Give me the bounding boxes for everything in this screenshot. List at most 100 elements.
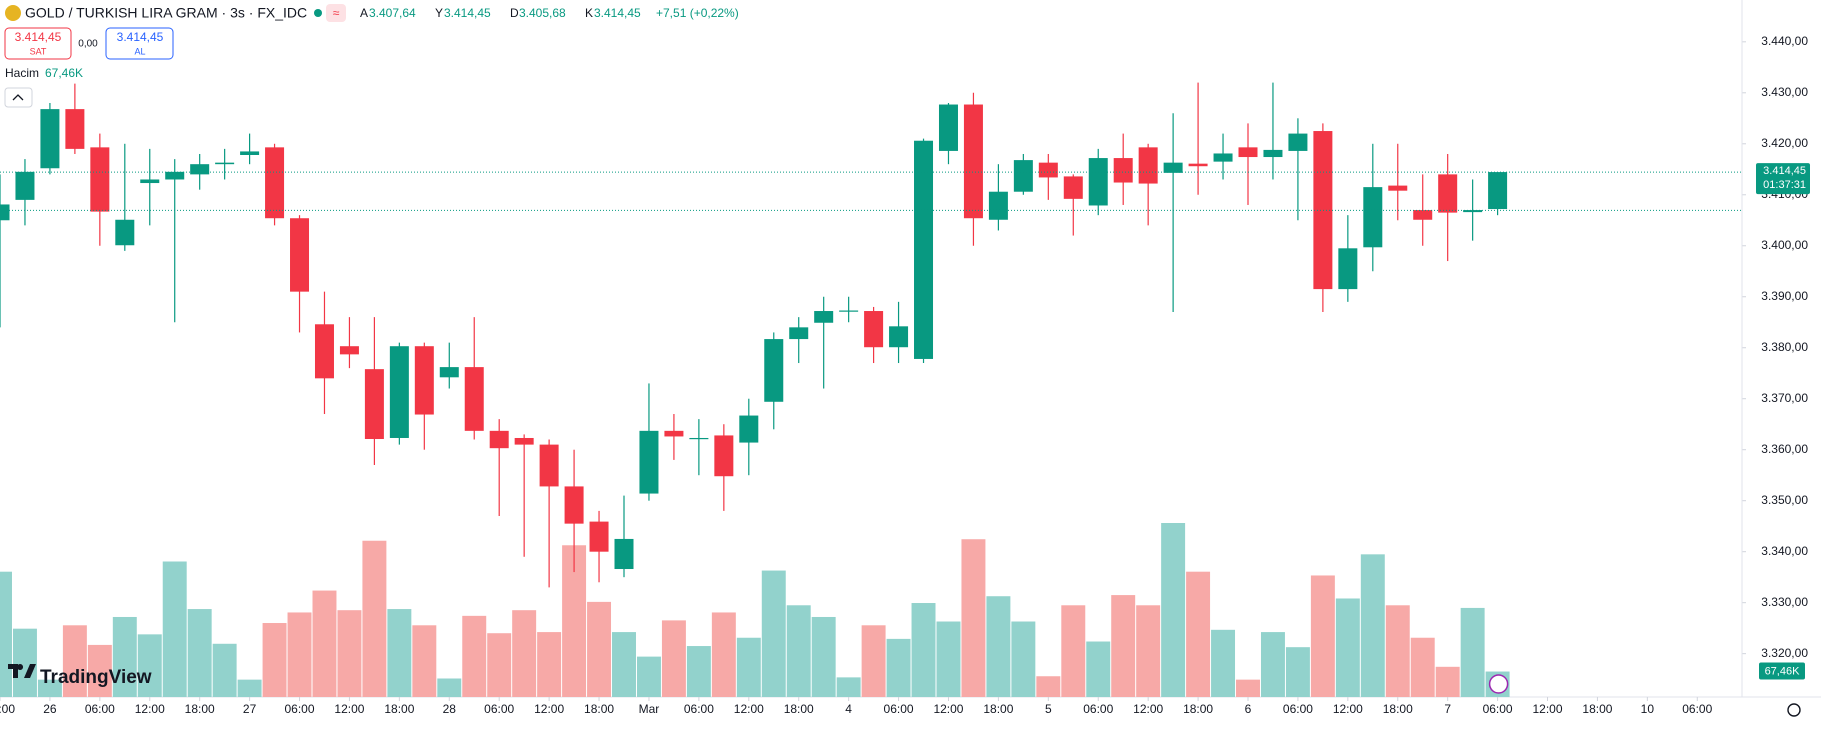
volume-bar bbox=[1310, 575, 1335, 697]
x-tick-label: 06:00 bbox=[1682, 702, 1712, 716]
x-tick-label: 18:00 bbox=[0, 702, 15, 716]
volume-bar bbox=[761, 570, 786, 697]
last-price-tag bbox=[1756, 163, 1810, 195]
candle-body bbox=[364, 369, 384, 440]
sell-price: 3.414,45 bbox=[15, 30, 62, 44]
x-tick-label: 28 bbox=[443, 702, 457, 716]
quote-key: A bbox=[360, 6, 368, 20]
quote-key: D bbox=[510, 6, 519, 20]
market-status[interactable] bbox=[314, 9, 322, 17]
x-tick-label: 18:00 bbox=[784, 702, 814, 716]
volume-bar bbox=[936, 621, 961, 697]
candle-body bbox=[1038, 162, 1058, 178]
volume-bar bbox=[1086, 641, 1111, 697]
x-tick-label: 12:00 bbox=[334, 702, 364, 716]
candle-body bbox=[1288, 133, 1308, 151]
volume-bar bbox=[1036, 676, 1061, 697]
candle-body bbox=[839, 310, 859, 312]
y-tick-label: 3.350,00 bbox=[1761, 493, 1808, 507]
quote-value: 3.405,68 bbox=[519, 6, 566, 20]
candle-body bbox=[1388, 185, 1408, 191]
volume-bar bbox=[37, 679, 62, 697]
candle-body bbox=[664, 430, 684, 437]
volume-title: Hacim bbox=[5, 66, 39, 80]
volume-bar bbox=[1011, 621, 1036, 697]
x-tick-label: 18:00 bbox=[1383, 702, 1413, 716]
x-tick-label: 12:00 bbox=[135, 702, 165, 716]
candle-body bbox=[739, 415, 759, 443]
candle-body bbox=[1463, 210, 1483, 213]
buy-button[interactable] bbox=[105, 27, 174, 60]
candle-body bbox=[988, 191, 1008, 220]
candle-body bbox=[1063, 176, 1083, 199]
y-tick-label: 3.390,00 bbox=[1761, 289, 1808, 303]
x-tick-label: 06:00 bbox=[1483, 702, 1513, 716]
candle-body bbox=[190, 164, 210, 175]
candle-body bbox=[1088, 158, 1108, 206]
candle-body bbox=[1413, 210, 1433, 220]
buy-price: 3.414,45 bbox=[117, 30, 164, 44]
volume-bar bbox=[487, 633, 512, 697]
volume-bar bbox=[212, 643, 237, 697]
x-tick-label: 06:00 bbox=[285, 702, 315, 716]
logo-icon bbox=[8, 664, 36, 678]
y-tick-label: 3.440,00 bbox=[1761, 34, 1808, 48]
volume-bar bbox=[836, 677, 861, 697]
delay-badge[interactable] bbox=[326, 4, 346, 22]
replay-icon[interactable] bbox=[1488, 674, 1509, 694]
volume-layer bbox=[0, 523, 1510, 697]
volume-bar bbox=[1211, 629, 1236, 697]
volume-tag bbox=[1759, 662, 1805, 680]
volume-bar bbox=[12, 628, 37, 697]
y-tick-label: 3.430,00 bbox=[1761, 85, 1808, 99]
candle-body bbox=[140, 179, 160, 184]
candle-body bbox=[1488, 172, 1508, 210]
collapse-button[interactable] bbox=[4, 87, 33, 108]
candle-body bbox=[1188, 163, 1208, 167]
quote-value: 3.407,64 bbox=[369, 6, 416, 20]
sell-button[interactable] bbox=[4, 27, 72, 60]
quote-change: +7,51 (+0,22%) bbox=[656, 6, 739, 20]
candle-body bbox=[90, 147, 110, 212]
volume-bar bbox=[312, 590, 337, 697]
x-tick-label: 18:00 bbox=[1183, 702, 1213, 716]
candle-body bbox=[1163, 162, 1183, 173]
candle-body bbox=[489, 430, 509, 449]
volume-bar bbox=[362, 540, 387, 697]
volume-bar bbox=[1111, 595, 1136, 697]
logo-text[interactable]: TradingView bbox=[40, 667, 152, 688]
candle-body bbox=[1338, 248, 1358, 290]
quote-key: K bbox=[585, 6, 593, 20]
candle-body bbox=[1213, 153, 1233, 162]
candle-body bbox=[1363, 187, 1383, 248]
x-tick-label: 18:00 bbox=[584, 702, 614, 716]
volume-bar bbox=[262, 623, 287, 697]
candle-body bbox=[714, 435, 734, 477]
symbol-title[interactable]: GOLD / TURKISH LIRA GRAM · 3s · FX_IDC bbox=[25, 5, 307, 21]
y-tick-label: 3.340,00 bbox=[1761, 544, 1808, 558]
x-tick-label: 18:00 bbox=[185, 702, 215, 716]
volume-bar bbox=[587, 601, 612, 697]
y-tick-label: 3.370,00 bbox=[1761, 391, 1808, 405]
x-tick-label: 7 bbox=[1444, 702, 1451, 716]
x-tick-label: 06:00 bbox=[1083, 702, 1113, 716]
volume-bar bbox=[886, 638, 911, 697]
volume-bar bbox=[387, 609, 412, 697]
volume-bar bbox=[1410, 637, 1435, 697]
y-tick-label: 3.330,00 bbox=[1761, 595, 1808, 609]
volume-bar bbox=[786, 605, 811, 697]
volume-bar bbox=[462, 615, 487, 697]
settings-icon[interactable] bbox=[1787, 703, 1801, 717]
volume-bar bbox=[612, 632, 636, 697]
x-tick-label: 18:00 bbox=[1582, 702, 1612, 716]
x-tick-label: 4 bbox=[845, 702, 852, 716]
candle-body bbox=[914, 140, 934, 359]
candle-body bbox=[963, 104, 983, 219]
volume-bar bbox=[1285, 647, 1310, 697]
candle-body bbox=[1313, 131, 1333, 290]
volume-bar bbox=[0, 571, 12, 697]
candle-body bbox=[764, 339, 784, 402]
volume-bar bbox=[1360, 554, 1385, 697]
last-price-label: 3.414,45 bbox=[1763, 165, 1806, 177]
